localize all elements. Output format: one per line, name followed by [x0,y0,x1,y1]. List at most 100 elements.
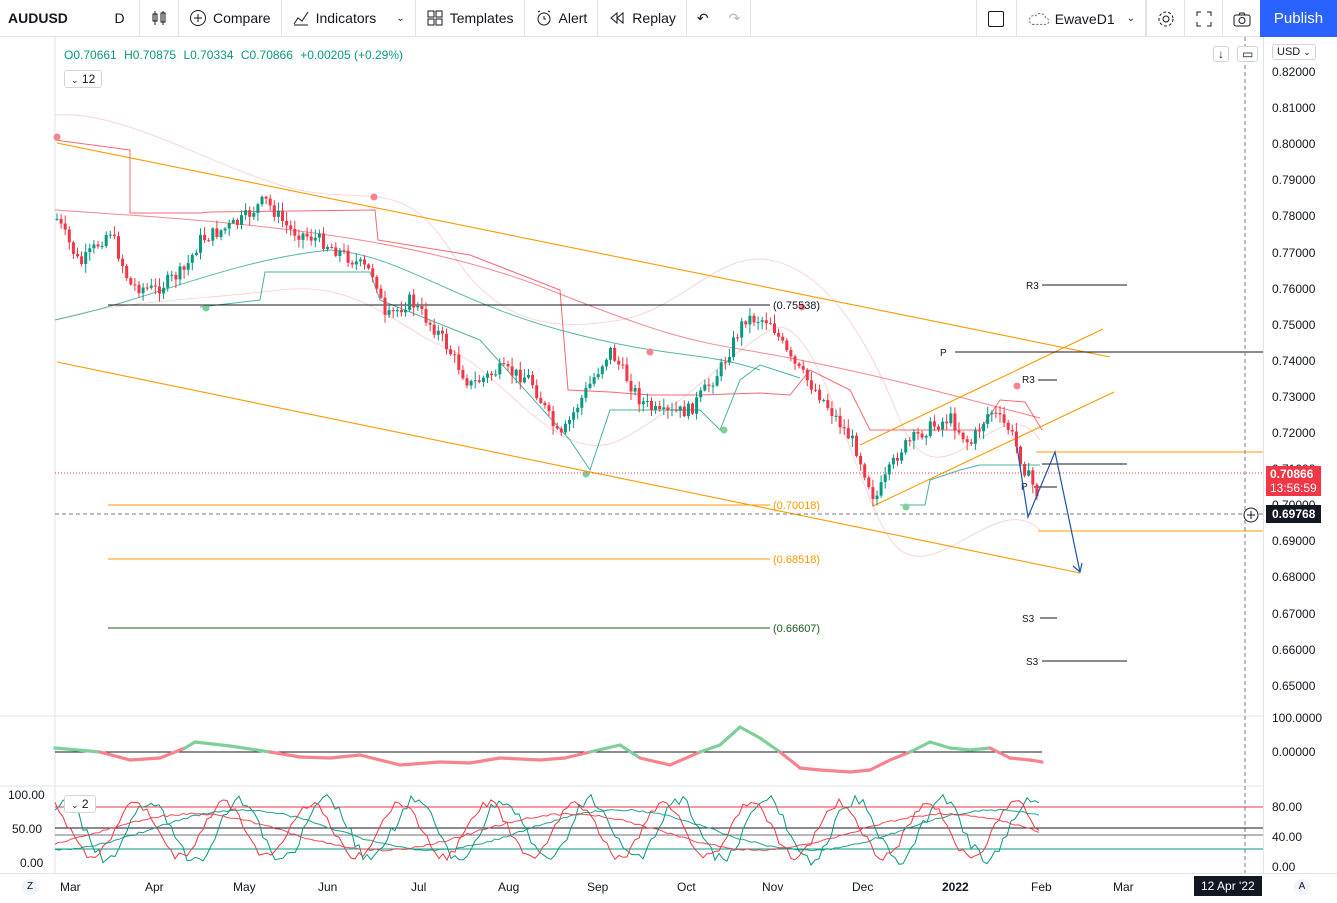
candle-body [986,414,990,424]
pane-collapse-toggle[interactable]: ⌄ 2 [64,795,96,813]
undo-button[interactable]: ↶ [687,0,719,37]
candle-body [80,256,84,264]
candle-body [727,357,731,363]
oscillator-segment [988,746,1012,760]
fullscreen-button[interactable] [1184,0,1222,37]
candle-body [600,366,604,375]
settings-button[interactable] [1146,0,1184,37]
candle-body [153,285,157,287]
snapshot-button[interactable] [1222,0,1260,37]
candle-body [473,380,477,382]
candle-body [518,369,522,383]
candle-body [219,230,223,238]
candle-body [670,409,674,411]
candle-body [916,431,920,434]
fib-levels[interactable]: (0.75538) (0.70018) (0.68518) (0.66607) [108,300,820,635]
layout-select-button[interactable] [975,0,1016,37]
stoch-k-line[interactable] [54,793,1040,867]
candle-body [182,266,186,270]
layout-name-button[interactable]: EwaveD1 ⌄ [1015,0,1146,37]
candle-body [604,359,608,367]
candlestick-series[interactable] [55,194,1039,507]
candle-body [809,380,813,390]
stoch-axis-label: 0.00 [1272,860,1296,874]
time-axis[interactable]: Z Mar Apr May Jun Jul Aug Sep Oct Nov Dec 2022 Feb M… [0,873,1337,903]
alert-button[interactable]: Alert [525,0,599,37]
oscillator-segment [758,736,782,754]
camera-icon [1233,12,1250,26]
maximize-icon: ▭ [1242,47,1254,61]
rewind-icon [610,11,624,25]
oscillator-segment [718,725,742,747]
candle-body [777,333,781,337]
candle-body [937,426,940,430]
maximize-pane-button[interactable]: ▭ [1237,46,1259,62]
compare-button[interactable]: Compare [179,0,282,37]
price-axis-label: 0.76000 [1272,281,1316,296]
pivot-label: P [940,348,947,359]
replay-button[interactable]: Replay [598,0,687,37]
stoch-d-line[interactable] [54,797,1040,862]
oscillator-segment [618,743,642,760]
pivot-label: R3 [1022,375,1035,386]
candle-body [695,397,699,414]
publish-button[interactable]: Publish [1260,0,1337,37]
chart-canvas[interactable]: (0.75538) (0.70018) (0.68518) (0.66607) … [0,37,1263,873]
currency-select[interactable]: USD ⌄ [1272,44,1316,60]
projection-levels[interactable] [1036,451,1263,532]
candle-body [994,412,998,414]
scroll-down-button[interactable]: ↓ [1213,46,1229,62]
indicators-collapse-toggle[interactable]: ⌄ 12 [64,70,103,88]
indicators-button[interactable]: Indicators ⌄ [282,0,416,37]
chart-type-button[interactable] [140,0,179,37]
candle-body [461,369,465,379]
candle-body [96,244,100,247]
stoch-slow-line[interactable] [54,812,1040,852]
candle-body [850,435,854,439]
pivot-levels[interactable] [955,284,1263,662]
candle-body [457,354,461,370]
candle-body [63,223,67,230]
candle-body [539,398,543,403]
candle-body [367,264,371,269]
candle-body [945,421,949,424]
templates-button[interactable]: Templates [416,0,525,37]
candle-body [555,426,559,429]
candle-body [990,412,994,415]
candle-body [920,433,924,438]
oscillator-segment [228,744,272,754]
candle-body [568,419,571,424]
chevron-down-icon: ⌄ [71,75,79,85]
candle-body [84,252,88,264]
price-axis[interactable]: USD ⌄ 0.82000 0.81000 0.80000 0.79000 0.7800… [1263,37,1337,874]
candle-body [879,482,883,496]
candle-body [137,284,141,294]
candle-body [207,240,211,242]
oscillator-segment [968,746,992,752]
wave-projection[interactable] [1016,446,1083,574]
plus-circle-icon [190,10,206,26]
auto-scale-button[interactable]: A [1294,879,1310,895]
crosshair-plus-icon[interactable] [1243,507,1259,523]
candle-body [908,440,912,442]
symbol-search-button[interactable]: AUDUSD [8,10,68,26]
cursor-date-tag: 12 Apr '22 [1194,876,1262,896]
interval-button[interactable]: D [100,0,140,37]
candle-body [953,413,957,431]
trend-channel[interactable] [56,142,1115,574]
candle-body [490,373,494,376]
candle-body [1027,470,1031,476]
ohlc-legend: O0.70661 H0.70875 L0.70334 C0.70866 +0.0… [64,48,407,62]
zoom-toggle-button[interactable]: Z [22,879,38,895]
candle-body [322,233,325,249]
candle-body [572,412,576,420]
stoch-slow-line[interactable] [54,808,1040,852]
bollinger-bands [54,114,1041,557]
candle-body [875,495,879,500]
candle-body [904,440,908,453]
replay-label: Replay [632,10,676,26]
oscillator-segment [358,753,402,767]
candle-body [117,236,120,259]
candle-body [924,436,928,438]
redo-button[interactable]: ↷ [719,0,752,37]
